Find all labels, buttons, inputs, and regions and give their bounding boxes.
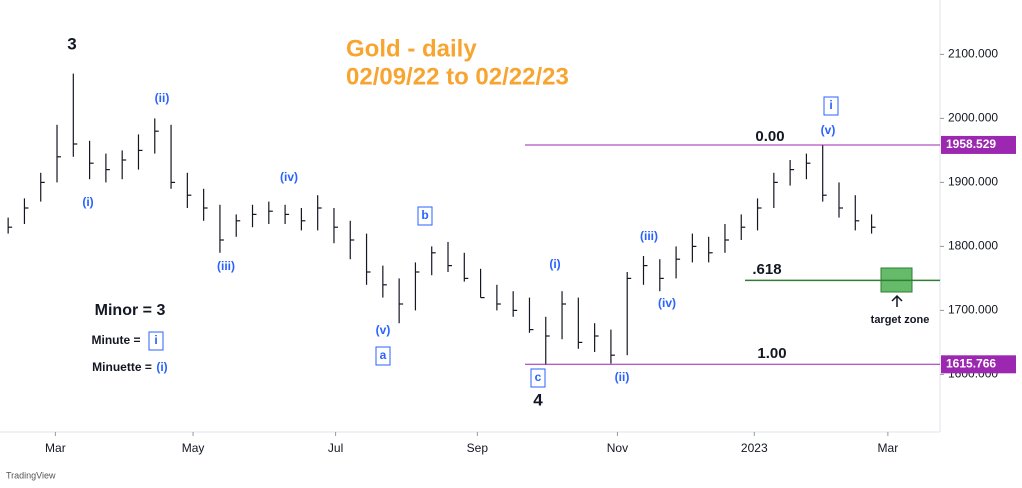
- annotation: 3: [67, 34, 76, 53]
- annotation: (iii): [217, 259, 235, 273]
- annotation: a: [380, 348, 387, 362]
- x-tick-label: Sep: [467, 441, 489, 455]
- chart-subtitle: 02/09/22 to 02/22/23: [346, 63, 569, 90]
- annotation: .618: [752, 261, 781, 278]
- annotation: i: [829, 98, 832, 112]
- annotation: target zone: [871, 314, 930, 326]
- annotation: (iv): [658, 296, 676, 310]
- annotation: (v): [376, 323, 391, 337]
- annotation: 4: [533, 390, 543, 409]
- wave-box: [148, 331, 164, 351]
- y-tick-label: 2000.000: [948, 111, 998, 125]
- annotation: c: [535, 370, 542, 384]
- annotation: Minute =: [91, 333, 140, 347]
- x-tick-label: 2023: [741, 441, 768, 455]
- target-arrow: [891, 294, 903, 307]
- annotation: (i): [82, 195, 93, 209]
- annotation: 0.00: [755, 128, 784, 145]
- x-tick-label: May: [182, 441, 205, 455]
- annotation: (v): [821, 123, 836, 137]
- wave-box: [417, 206, 433, 226]
- annotation: (ii): [155, 91, 170, 105]
- wave-box: [530, 368, 546, 388]
- y-tick-label: 1900.000: [948, 175, 998, 189]
- annotation: (i): [549, 257, 560, 271]
- source: TradingView: [6, 470, 56, 480]
- x-tick-label: Nov: [607, 441, 628, 455]
- x-tick-label: Mar: [878, 441, 899, 455]
- x-tick-label: Jul: [328, 441, 343, 455]
- annotation: (i): [156, 360, 167, 374]
- annotation: (iv): [280, 170, 298, 184]
- annotation: Minuette =: [92, 360, 152, 374]
- annotation: b: [421, 208, 428, 222]
- annotation: (iii): [640, 229, 658, 243]
- y-tick-label: 2100.000: [948, 47, 998, 61]
- wave-box: [375, 346, 391, 366]
- annotation: (ii): [615, 370, 630, 384]
- y-tick-label: 1700.000: [948, 303, 998, 317]
- annotation: 1.00: [757, 345, 786, 362]
- chart-title: Gold - daily: [346, 35, 477, 62]
- x-tick-label: Mar: [45, 441, 66, 455]
- y-tick-label: 1800.000: [948, 239, 998, 253]
- level-label: 1958.529: [946, 137, 996, 151]
- annotation: Minor = 3: [95, 302, 166, 319]
- level-tag: [941, 135, 1016, 154]
- wave-box: [823, 96, 839, 116]
- level-tag: [941, 355, 1016, 374]
- annotation: i: [154, 333, 157, 347]
- level-label: 1615.766: [946, 356, 996, 370]
